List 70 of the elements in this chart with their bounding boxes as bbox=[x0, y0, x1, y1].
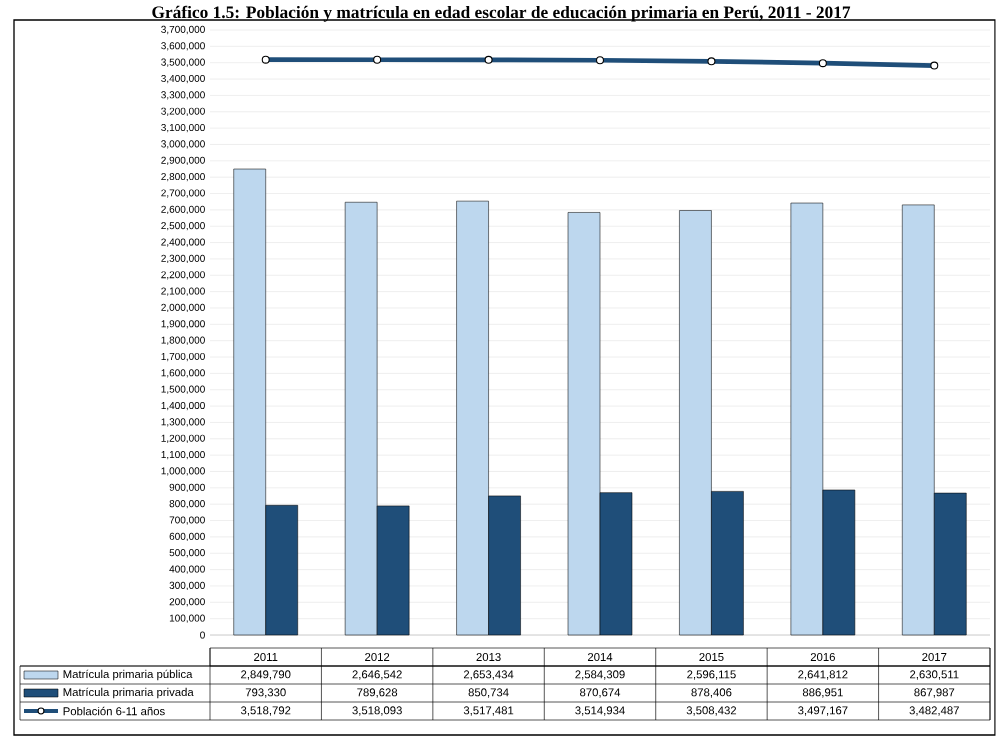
y-tick-label: 2,200,000 bbox=[161, 271, 205, 280]
y-tick-label: 1,200,000 bbox=[161, 434, 205, 443]
y-tick-label: 3,400,000 bbox=[161, 74, 205, 84]
x-tick-label: 2011 bbox=[254, 653, 278, 662]
y-tick-label: 1,000,000 bbox=[161, 467, 205, 476]
y-tick-label: 3,200,000 bbox=[161, 107, 205, 116]
y-tick-label: 900,000 bbox=[169, 483, 205, 492]
legend-label: Matrícula primaria privada bbox=[63, 687, 194, 699]
y-tick-label: 3,000,000 bbox=[161, 140, 205, 149]
y-tick-label: 0 bbox=[200, 631, 205, 639]
y-tick-label: 3,700,000 bbox=[161, 25, 205, 35]
data-label: 878,406 bbox=[691, 688, 732, 698]
y-tick-label: 3,500,000 bbox=[161, 58, 205, 67]
data-label: 793,330 bbox=[245, 688, 286, 698]
y-tick-label: 1,600,000 bbox=[161, 369, 205, 378]
y-tick-label: 1,400,000 bbox=[161, 401, 205, 411]
y-tick-label: 600,000 bbox=[169, 532, 205, 542]
x-tick-label: 2013 bbox=[476, 653, 501, 662]
data-label: 2,653,434 bbox=[463, 670, 514, 680]
y-tick-label: 500,000 bbox=[169, 549, 205, 558]
data-label: 2,630,511 bbox=[910, 670, 959, 680]
data-label: 870,674 bbox=[580, 688, 621, 698]
data-label: 3,514,934 bbox=[575, 706, 625, 716]
y-tick-label: 2,600,000 bbox=[161, 205, 205, 214]
chart-title: Gráfico 1.5: Población y matrícula en edad escolar de educación primaria en Perú, 2011 - 2017 bbox=[152, 5, 851, 22]
y-tick-label: 1,300,000 bbox=[161, 418, 205, 427]
data-label: 867,987 bbox=[914, 688, 955, 698]
y-tick-label: 1,700,000 bbox=[161, 352, 205, 362]
y-tick-label: 1,800,000 bbox=[161, 336, 205, 345]
y-tick-label: 2,900,000 bbox=[161, 156, 205, 165]
data-label: 789,628 bbox=[357, 688, 398, 698]
data-label: 2,596,115 bbox=[687, 670, 736, 680]
data-label: 3,518,093 bbox=[352, 706, 402, 716]
y-tick-label: 700,000 bbox=[169, 516, 205, 525]
y-tick-label: 400,000 bbox=[169, 565, 205, 574]
y-tick-label: 2,100,000 bbox=[161, 287, 205, 296]
data-label: 2,849,790 bbox=[241, 670, 291, 680]
x-tick-label: 2012 bbox=[365, 653, 390, 662]
y-tick-label: 2,000,000 bbox=[161, 303, 205, 313]
y-tick-label: 300,000 bbox=[169, 581, 205, 591]
data-label: 3,508,432 bbox=[686, 706, 737, 716]
data-label: 3,518,792 bbox=[240, 706, 291, 716]
data-label: 2,646,542 bbox=[352, 670, 402, 680]
y-tick-label: 200,000 bbox=[169, 598, 205, 607]
data-label: 3,517,481 bbox=[463, 706, 514, 716]
y-tick-label: 3,600,000 bbox=[161, 42, 205, 51]
y-tick-label: 2,500,000 bbox=[161, 222, 205, 231]
data-label: 886,951 bbox=[802, 688, 843, 698]
y-tick-label: 2,700,000 bbox=[161, 189, 205, 198]
y-tick-label: 2,800,000 bbox=[161, 173, 205, 182]
legend-label: Población 6-11 años bbox=[63, 706, 165, 716]
legend-label: Matrícula primaria pública bbox=[63, 669, 193, 681]
data-label: 2,641,812 bbox=[798, 670, 848, 680]
y-tick-label: 2,300,000 bbox=[161, 254, 205, 264]
y-tick-label: 3,100,000 bbox=[161, 123, 205, 133]
y-tick-label: 2,400,000 bbox=[161, 238, 205, 247]
x-tick-label: 2014 bbox=[587, 653, 613, 662]
y-tick-label: 800,000 bbox=[169, 500, 205, 509]
y-tick-label: 3,300,000 bbox=[161, 91, 205, 100]
data-label: 3,497,167 bbox=[798, 706, 848, 716]
y-tick-label: 1,900,000 bbox=[161, 320, 205, 329]
x-tick-label: 2016 bbox=[810, 653, 835, 662]
x-tick-label: 2015 bbox=[699, 653, 724, 662]
x-tick-label: 2017 bbox=[922, 653, 947, 662]
y-tick-label: 1,500,000 bbox=[161, 385, 205, 394]
data-label: 2,584,309 bbox=[575, 670, 625, 680]
y-tick-label: 100,000 bbox=[169, 614, 205, 623]
data-label: 850,734 bbox=[468, 688, 509, 698]
y-tick-label: 1,100,000 bbox=[161, 451, 205, 460]
data-label: 3,482,487 bbox=[909, 706, 959, 716]
